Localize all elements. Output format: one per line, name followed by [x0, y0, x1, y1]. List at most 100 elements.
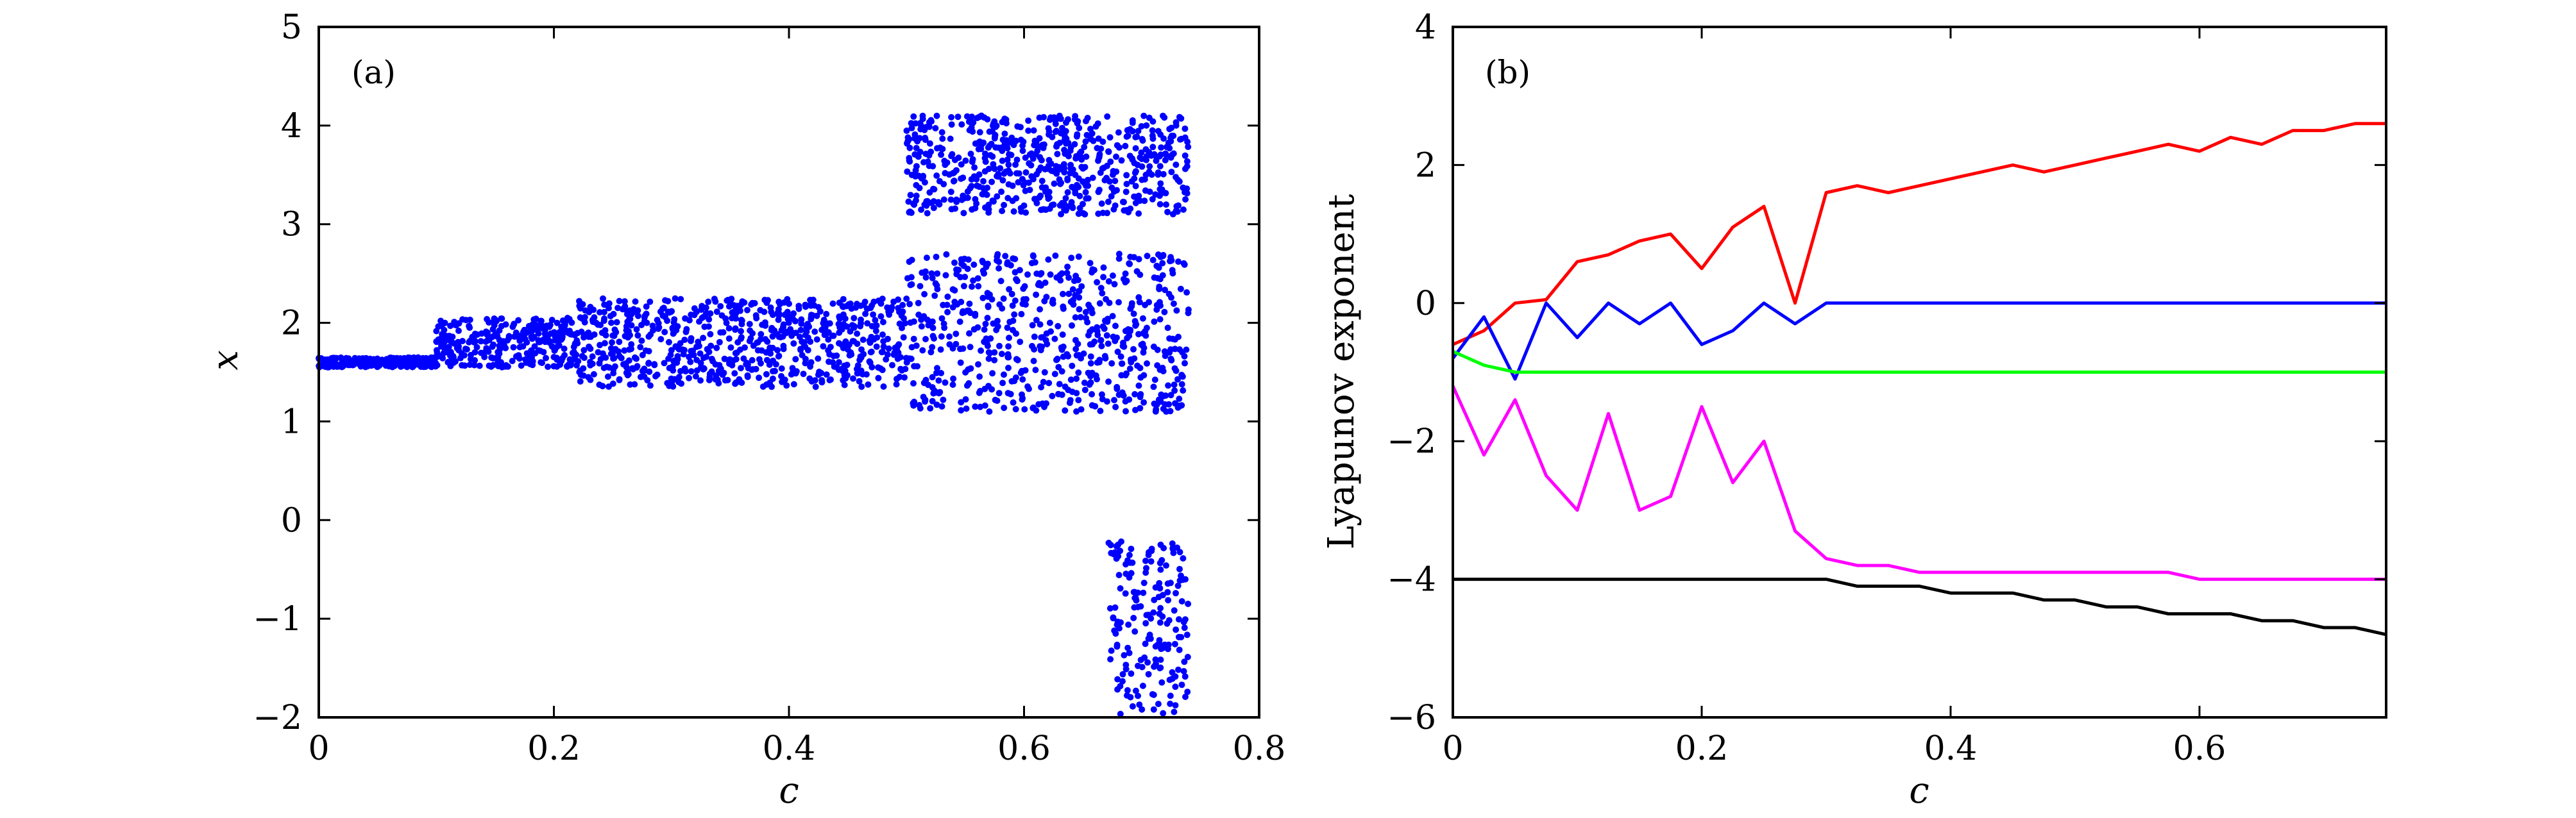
bifurcation-point — [784, 328, 792, 335]
bifurcation-point — [1010, 317, 1017, 324]
bifurcation-point — [665, 338, 672, 346]
bifurcation-point — [813, 336, 820, 343]
bifurcation-point — [672, 295, 679, 302]
bifurcation-point — [660, 305, 667, 312]
bifurcation-point — [933, 401, 940, 408]
bifurcation-point — [778, 327, 785, 334]
bifurcation-point — [1030, 358, 1037, 365]
bifurcation-point — [1149, 196, 1156, 203]
bifurcation-point — [537, 347, 544, 355]
bifurcation-point — [1087, 260, 1094, 267]
bifurcation-point — [674, 353, 681, 360]
bifurcation-point — [1009, 302, 1016, 309]
bifurcation-point — [371, 360, 378, 367]
bifurcation-point — [647, 382, 654, 389]
bifurcation-point — [998, 188, 1005, 196]
bifurcation-point — [1028, 260, 1035, 267]
bifurcation-point — [1107, 542, 1114, 549]
bifurcation-point — [981, 326, 988, 333]
panel-b-x-axis-label: c — [1909, 770, 1929, 812]
bifurcation-point — [875, 374, 882, 381]
bifurcation-point — [799, 352, 806, 358]
bifurcation-point — [754, 347, 761, 354]
bifurcation-point — [1178, 381, 1185, 388]
bifurcation-point — [906, 144, 913, 151]
bifurcation-point — [1171, 387, 1178, 394]
bifurcation-point — [762, 336, 769, 343]
bifurcation-point — [976, 183, 983, 190]
bifurcation-point — [1178, 598, 1185, 605]
bifurcation-point — [1108, 647, 1115, 654]
bifurcation-point — [542, 331, 549, 338]
bifurcation-point — [826, 351, 833, 358]
bifurcation-point — [1138, 341, 1145, 348]
bifurcation-point — [1028, 173, 1035, 180]
bifurcation-point — [926, 123, 933, 130]
bifurcation-point — [736, 376, 743, 383]
bifurcation-point — [948, 206, 955, 213]
bifurcation-point — [502, 345, 509, 351]
bifurcation-point — [587, 358, 594, 365]
bifurcation-point — [963, 113, 970, 120]
bifurcation-point — [1112, 604, 1119, 611]
bifurcation-point — [670, 383, 677, 390]
bifurcation-point — [1115, 144, 1123, 151]
bifurcation-point — [1152, 643, 1159, 650]
panel-a-x-tick-label: 0 — [308, 730, 329, 768]
bifurcation-point — [1025, 117, 1032, 124]
bifurcation-point — [958, 256, 965, 263]
bifurcation-point — [473, 344, 480, 351]
bifurcation-point — [879, 349, 886, 355]
bifurcation-point — [985, 349, 992, 356]
bifurcation-point — [1063, 135, 1070, 142]
bifurcation-point — [446, 337, 453, 344]
bifurcation-point — [458, 350, 465, 357]
bifurcation-point — [1085, 182, 1092, 189]
bifurcation-point — [1153, 660, 1159, 667]
bifurcation-point — [894, 376, 900, 383]
bifurcation-point — [807, 338, 814, 345]
bifurcation-point — [1032, 196, 1039, 203]
bifurcation-point — [991, 165, 998, 172]
bifurcation-point — [1161, 114, 1168, 121]
bifurcation-point — [1053, 143, 1060, 150]
bifurcation-point — [535, 330, 542, 337]
bifurcation-point — [1051, 335, 1058, 342]
bifurcation-point — [979, 294, 987, 301]
bifurcation-point — [872, 328, 879, 335]
bifurcation-point — [706, 316, 713, 323]
bifurcation-point — [948, 121, 955, 128]
panel-a-x-axis-label: c — [779, 770, 799, 812]
bifurcation-point — [1164, 646, 1171, 653]
bifurcation-point — [1167, 408, 1174, 415]
bifurcation-point — [940, 321, 947, 327]
bifurcation-point — [953, 330, 960, 337]
bifurcation-point — [954, 113, 962, 121]
bifurcation-point — [721, 355, 728, 362]
bifurcation-point — [1081, 144, 1088, 151]
bifurcation-point — [862, 310, 869, 317]
bifurcation-point — [797, 326, 804, 333]
bifurcation-point — [829, 332, 836, 339]
bifurcation-point — [1128, 300, 1135, 307]
bifurcation-point — [718, 312, 725, 319]
bifurcation-point — [1054, 151, 1061, 158]
bifurcation-point — [929, 274, 936, 281]
bifurcation-point — [1173, 590, 1179, 597]
bifurcation-point — [1173, 162, 1180, 168]
bifurcation-point — [657, 336, 665, 343]
bifurcation-point — [1101, 177, 1108, 184]
bifurcation-point — [675, 345, 682, 352]
bifurcation-point — [1022, 154, 1029, 161]
bifurcation-point — [1142, 620, 1149, 627]
bifurcation-point — [1083, 131, 1090, 138]
bifurcation-point — [977, 403, 984, 410]
bifurcation-point — [1003, 116, 1010, 123]
bifurcation-point — [996, 265, 1003, 272]
bifurcation-point — [1065, 116, 1071, 123]
bifurcation-point — [1180, 668, 1187, 674]
bifurcation-point — [1142, 187, 1149, 194]
panel-b-frame — [1452, 26, 2387, 719]
bifurcation-point — [986, 408, 993, 415]
bifurcation-point — [702, 310, 709, 317]
